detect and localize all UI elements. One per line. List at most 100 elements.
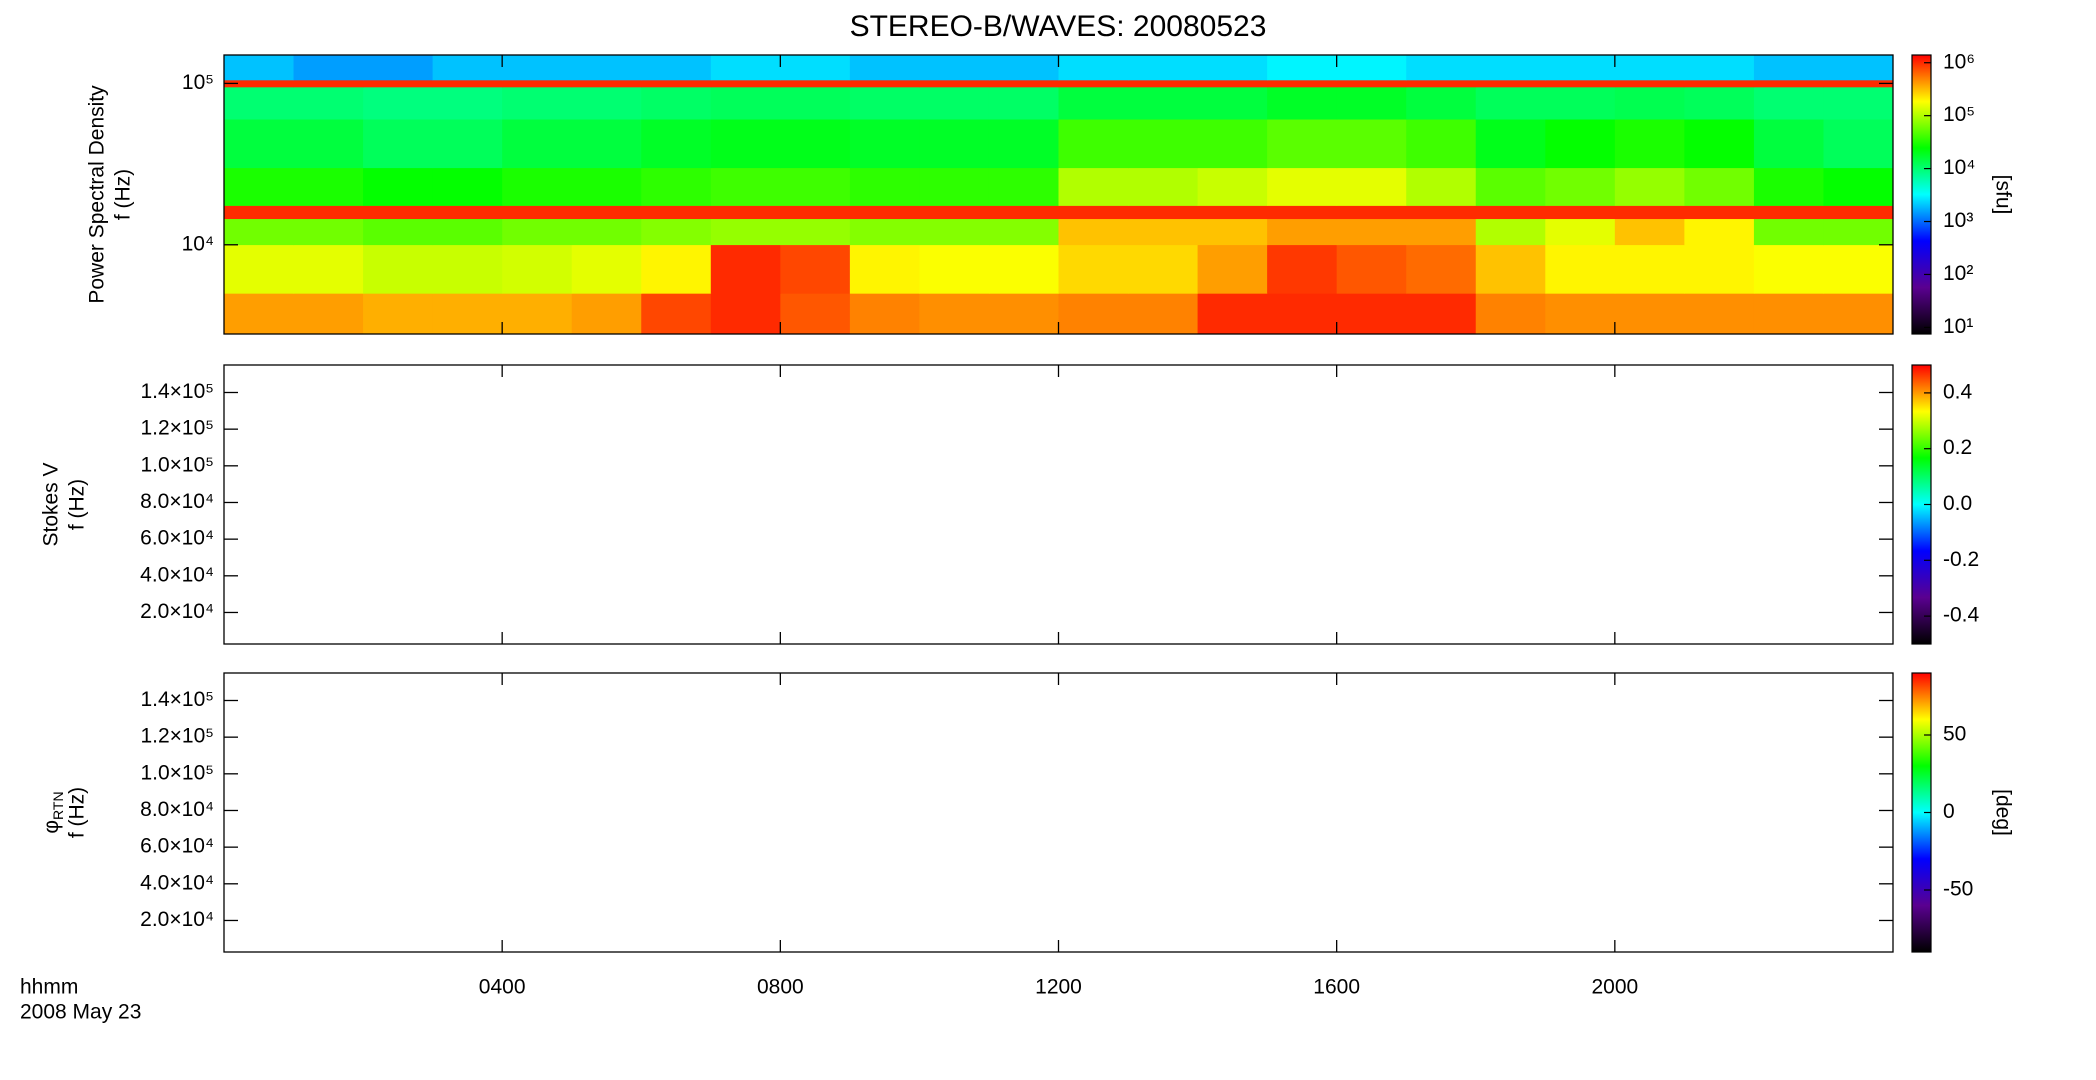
spectrogram-cell <box>293 244 364 294</box>
x-tick-label: 1600 <box>1313 976 1360 999</box>
spectrogram-cell <box>1336 87 1407 120</box>
spectrogram-cell <box>849 167 920 206</box>
y-tick-label: 1.4×10⁵ <box>140 688 214 711</box>
spectrogram-cell <box>363 167 434 206</box>
spectrogram-cell <box>710 55 781 81</box>
spectrogram-cell <box>1406 205 1477 220</box>
spectrogram-cell <box>919 119 990 169</box>
spectrogram-cell <box>571 167 642 206</box>
spectrogram-cell <box>432 79 503 88</box>
plot-frame <box>223 672 1894 953</box>
spectrogram-cell <box>641 87 712 120</box>
colorbar-label: [deg] <box>1991 789 2014 836</box>
spectrogram-cell <box>1128 55 1199 81</box>
spectrogram-cell <box>1545 167 1616 206</box>
spectrogram-cell <box>849 244 920 294</box>
spectrogram-cell <box>641 55 712 81</box>
colorbar-tick-label: 0 <box>1943 800 1955 823</box>
spectrogram-cell <box>502 218 573 246</box>
colorbar-tick-label: -0.2 <box>1943 548 1979 571</box>
spectrogram-cell <box>919 205 990 220</box>
spectrogram-cell <box>1614 119 1685 169</box>
spectrogram-cell <box>1197 293 1268 335</box>
spectrogram-cell <box>919 167 990 206</box>
colorbar-tick-label: 10⁶ <box>1943 50 1975 73</box>
spectrogram-cell <box>1684 55 1755 81</box>
spectrogram-cell <box>1545 119 1616 169</box>
spectrogram-cell <box>780 293 851 335</box>
spectrogram-cell <box>988 55 1059 81</box>
spectrogram-cell <box>780 244 851 294</box>
spectrogram-cell <box>293 167 364 206</box>
spectrogram-cell <box>571 119 642 169</box>
spectrogram-cell <box>919 87 990 120</box>
spectrogram-cell <box>293 55 364 81</box>
y-tick-label: 1.0×10⁵ <box>140 453 214 476</box>
spectrogram-cell <box>849 205 920 220</box>
spectrogram-cell <box>502 79 573 88</box>
spectrogram-cell <box>1823 244 1894 294</box>
spectrogram-cell <box>988 87 1059 120</box>
y-axis-symbol: φ <box>40 820 63 834</box>
spectrogram-cell <box>1336 167 1407 206</box>
spectrogram-cell <box>710 167 781 206</box>
spectrogram-cell <box>1406 167 1477 206</box>
spectrogram-cell <box>988 244 1059 294</box>
spectrogram-cell <box>988 218 1059 246</box>
y-tick-label: 2.0×10⁴ <box>140 600 214 623</box>
spectrogram-cell <box>293 79 364 88</box>
spectrogram-cell <box>780 205 851 220</box>
colorbar-tick-label: 0.4 <box>1943 380 1973 403</box>
spectrogram-cell <box>432 244 503 294</box>
spectrogram-cell <box>502 167 573 206</box>
spectrogram-cell <box>502 55 573 81</box>
spectrogram-cell <box>1336 119 1407 169</box>
spectrogram-cell <box>1475 205 1546 220</box>
spectrogram-cell <box>224 244 295 294</box>
colorbar <box>1911 54 1932 335</box>
spectrogram-cell <box>1753 218 1824 246</box>
colorbar-tick-label: 50 <box>1943 723 1966 746</box>
spectrogram-cell <box>1823 119 1894 169</box>
spectrogram-cell <box>1197 167 1268 206</box>
spectrogram-cell <box>1823 167 1894 206</box>
y-tick-label: 2.0×10⁴ <box>140 908 214 931</box>
spectrogram-cell <box>641 119 712 169</box>
spectrogram-cell <box>1823 293 1894 335</box>
spectrogram-cell <box>1128 244 1199 294</box>
spectrogram-cell <box>641 293 712 335</box>
spectrogram-cell <box>1753 293 1824 335</box>
spectrogram-cell <box>1614 218 1685 246</box>
spectrogram-cell <box>1336 244 1407 294</box>
spectrogram-cell <box>1753 119 1824 169</box>
spectrogram-cell <box>1545 218 1616 246</box>
y-tick-label: 4.0×10⁴ <box>140 871 214 894</box>
spectrogram-cell <box>710 244 781 294</box>
spectrogram-cell <box>1823 87 1894 120</box>
spectrogram-cell <box>1267 119 1338 169</box>
spectrogram-cell <box>1475 167 1546 206</box>
spectrogram-cell <box>1336 218 1407 246</box>
colorbar-label: [sfu] <box>1991 175 2014 215</box>
spectrogram-cell <box>710 218 781 246</box>
spectrogram-cell <box>571 244 642 294</box>
spectrogram-cell <box>919 244 990 294</box>
y-axis-label: Power Spectral Density <box>86 85 109 304</box>
spectrogram-cell <box>1475 55 1546 81</box>
y-tick-label: 1.2×10⁵ <box>140 725 214 748</box>
colorbar-tick-label: 0.2 <box>1943 436 1972 459</box>
spectrogram-cell <box>1336 79 1407 88</box>
colorbar-tick-label: -0.4 <box>1943 604 1980 627</box>
spectrogram-cell <box>849 79 920 88</box>
spectrogram-cell <box>1197 244 1268 294</box>
spectrogram-cell <box>1267 205 1338 220</box>
spectrogram-cell <box>988 205 1059 220</box>
spectrogram-cell <box>1753 79 1824 88</box>
spectrogram-cell <box>432 218 503 246</box>
spectrogram-cell <box>919 293 990 335</box>
spectrogram-cell <box>710 79 781 88</box>
spectrogram-cell <box>571 205 642 220</box>
spectrogram-cell <box>1545 79 1616 88</box>
spectrogram-cell <box>710 205 781 220</box>
